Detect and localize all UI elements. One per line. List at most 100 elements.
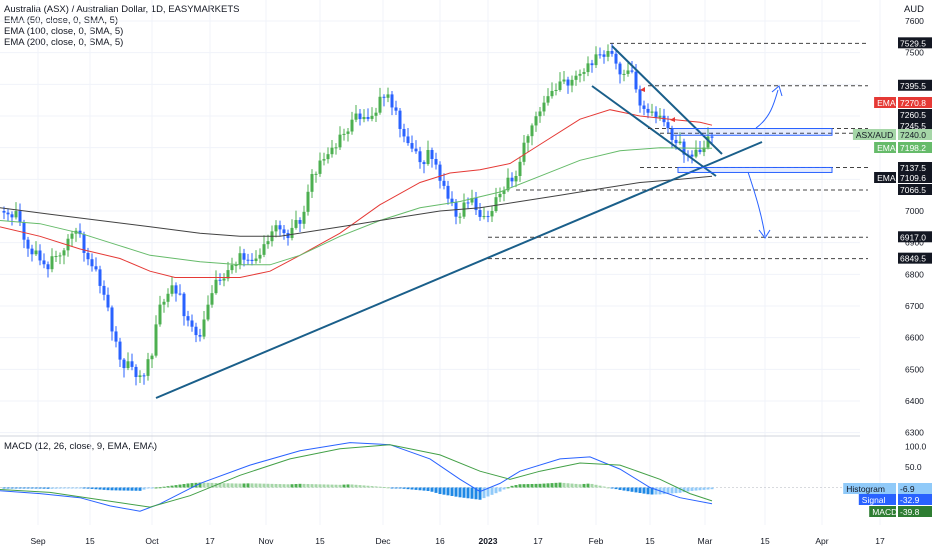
candle-down [602, 54, 606, 57]
candle-down [198, 335, 202, 337]
candle-up [378, 96, 382, 113]
bearish-projection-arrow [747, 171, 766, 237]
candle-up [162, 301, 166, 305]
price-tag-box [898, 231, 932, 243]
macd-histogram-bar [394, 487, 398, 489]
macd-histogram-bar [322, 484, 326, 488]
candle-down [442, 180, 446, 186]
macd-histogram-bar [466, 487, 470, 499]
macd-histogram-bar [258, 483, 262, 488]
y-tick-label: 6600 [905, 333, 924, 343]
channel-upper-line [611, 45, 723, 155]
macd-histogram-bar [478, 487, 482, 500]
candle-down [10, 214, 14, 218]
candle-down [26, 239, 30, 249]
macd-histogram-bar [662, 487, 666, 495]
macd-histogram-bar [682, 487, 686, 493]
candle-up [546, 96, 550, 103]
macd-histogram-bar [54, 487, 58, 489]
macd-histogram-bar [538, 483, 542, 488]
macd-histogram-bar [414, 487, 418, 490]
ema50-line [0, 109, 713, 278]
candle-down [186, 316, 190, 321]
candle-up [158, 304, 162, 325]
macd-histogram-bar [134, 487, 138, 491]
macd-histogram-bar [278, 484, 282, 488]
support-zone [677, 166, 833, 173]
macd-histogram-bar [642, 487, 646, 494]
candle-up [62, 250, 66, 256]
candle-down [114, 331, 118, 342]
macd-histogram-bar [318, 484, 322, 488]
macd-histogram-bar [458, 487, 462, 498]
macd-histogram-bar [386, 487, 390, 489]
macd-histogram-bar [638, 487, 642, 494]
candle-down [22, 222, 26, 240]
macd-histogram-bar [74, 487, 78, 489]
macd-histogram-bar [262, 483, 266, 488]
macd-histogram-bar [78, 487, 82, 489]
macd-histogram-bar [454, 487, 458, 497]
macd-histogram-bar [578, 484, 582, 488]
ema200-line [0, 175, 713, 237]
candle-down [18, 211, 22, 223]
candle-down [98, 269, 102, 286]
macd-histogram-bar [666, 487, 670, 494]
candle-down [434, 158, 438, 165]
candle-up [578, 73, 582, 76]
macd-histogram-bar [26, 487, 30, 489]
candle-down [630, 70, 634, 72]
candle-down [298, 220, 302, 224]
macd-histogram-bar [522, 484, 526, 488]
candle-down [110, 307, 114, 332]
macd-histogram-bar [346, 484, 350, 488]
x-tick-label: 16 [435, 536, 445, 546]
macd-histogram-bar [450, 487, 454, 496]
macd-histogram-bar [298, 483, 302, 488]
candle-up [210, 293, 214, 305]
macd-histogram-bar [530, 483, 534, 488]
candle-down [614, 53, 618, 64]
candle-down [654, 111, 658, 118]
price-tag-box [898, 162, 932, 173]
bullish-projection-arrow [755, 89, 779, 129]
candle-up [530, 125, 534, 137]
candle-down [410, 143, 414, 149]
macd-histogram-bar [650, 487, 654, 495]
macd-histogram-bar [326, 484, 330, 488]
candle-down [178, 293, 182, 295]
macd-histogram-bar [630, 487, 634, 492]
macd-histogram-bar [418, 487, 422, 491]
candle-down [190, 320, 194, 327]
candle-down [282, 229, 286, 234]
price-tag-value: 6849.5 [900, 254, 926, 264]
macd-histogram-bar [634, 487, 638, 493]
candle-down [42, 260, 46, 265]
candle-up [338, 134, 342, 148]
price-tag-value: 7240.0 [900, 130, 926, 140]
candle-down [450, 198, 454, 203]
x-tick-label: 15 [85, 536, 95, 546]
candle-down [78, 230, 82, 235]
candle-down [610, 50, 614, 54]
candle-down [134, 366, 138, 378]
candle-up [514, 176, 518, 182]
macd-histogram-bar [290, 484, 294, 488]
y-tick-label: 6800 [905, 269, 924, 279]
macd-tag-label: Histogram [846, 484, 885, 494]
candle-down [422, 162, 426, 165]
macd-histogram-bar [110, 487, 114, 491]
candle-up [658, 115, 662, 118]
candle-down [142, 375, 146, 377]
macd-histogram-bar [14, 487, 18, 489]
price-tag-box [898, 184, 932, 195]
candle-up [482, 216, 486, 218]
macd-tag-label: Signal [862, 495, 886, 505]
candle-up [146, 359, 150, 376]
macd-histogram-bar [34, 487, 38, 489]
candle-up [606, 50, 610, 57]
candle-up [362, 117, 366, 120]
macd-histogram-bar [438, 487, 442, 495]
candle-up [334, 147, 338, 149]
macd-histogram-bar [686, 487, 690, 492]
